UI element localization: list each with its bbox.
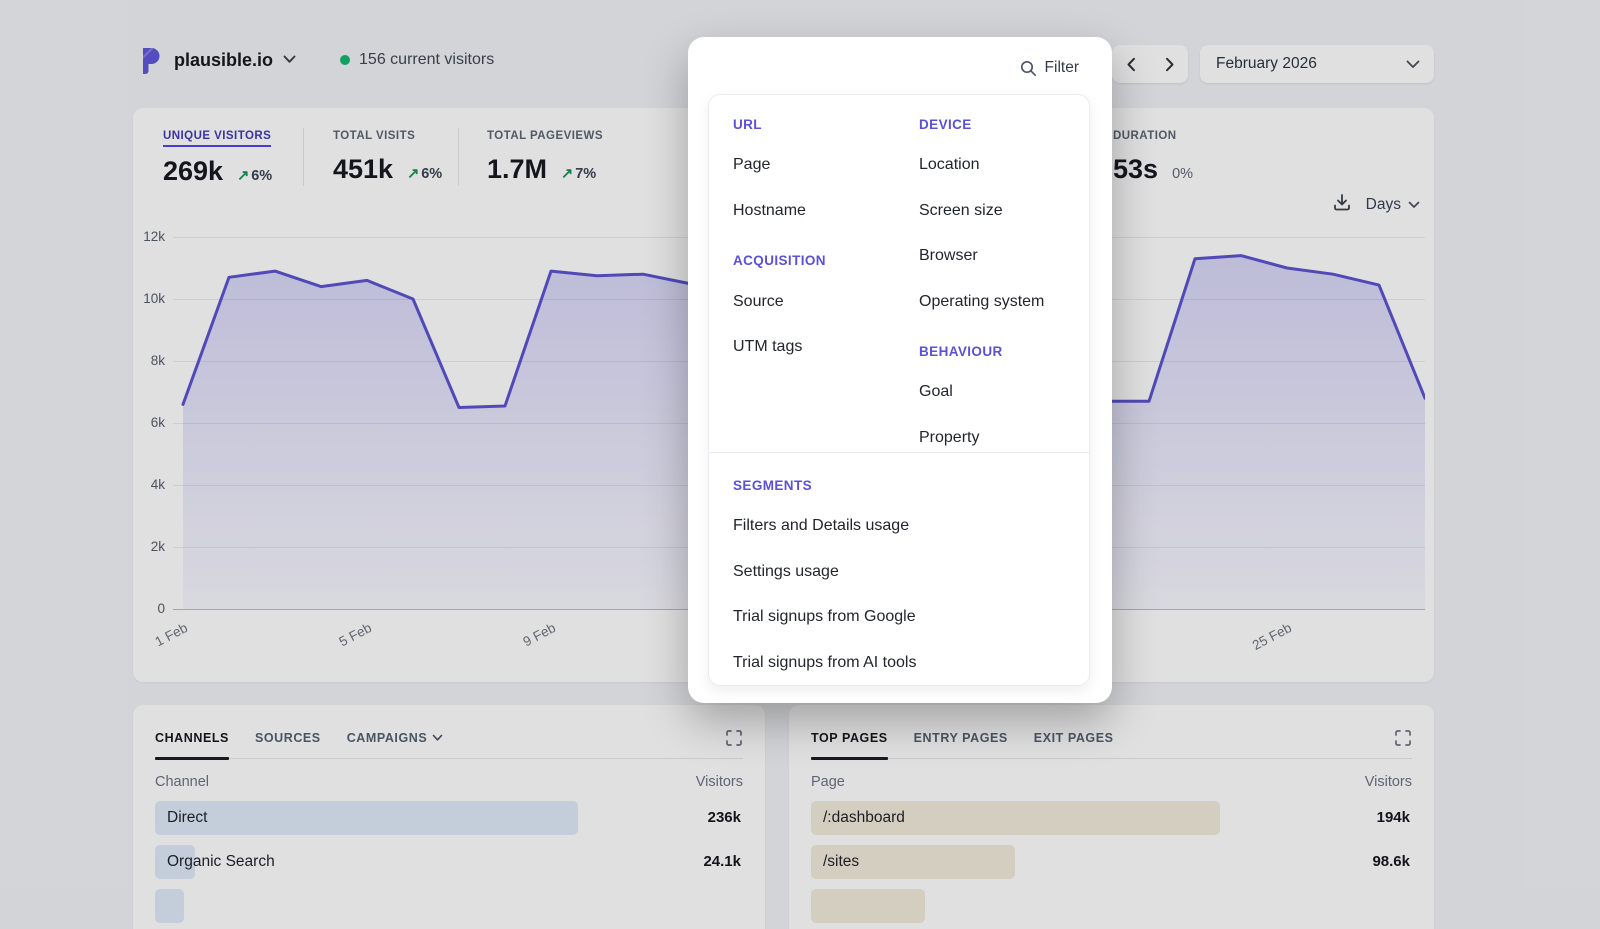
- filter-item-utm-tags[interactable]: UTM tags: [733, 338, 802, 356]
- filter-item-goal[interactable]: Goal: [919, 383, 953, 401]
- filter-item-source[interactable]: Source: [733, 293, 784, 311]
- divider: [709, 452, 1090, 453]
- filter-item-hostname[interactable]: Hostname: [733, 202, 806, 220]
- filter-section-segments: SEGMENTS: [733, 478, 812, 493]
- segment-item-filters-and-details-usage[interactable]: Filters and Details usage: [733, 517, 909, 535]
- filter-section-behaviour: BEHAVIOUR: [919, 344, 1003, 359]
- filter-section-url: URL: [733, 117, 762, 132]
- filter-section-acquisition: ACQUISITION: [733, 253, 826, 268]
- segment-item-trial-signups-from-google[interactable]: Trial signups from Google: [733, 608, 916, 626]
- filter-search-label: Filter: [1045, 59, 1079, 77]
- filter-search[interactable]: Filter: [1020, 52, 1079, 84]
- filter-item-location[interactable]: Location: [919, 156, 980, 174]
- filter-section-device: DEVICE: [919, 117, 972, 132]
- filter-menu: URL Page Hostname ACQUISITION Source UTM tags…: [708, 94, 1090, 686]
- segment-item-trial-signups-from-ai-tools[interactable]: Trial signups from AI tools: [733, 654, 916, 672]
- filter-item-operating-system[interactable]: Operating system: [919, 293, 1044, 311]
- filter-item-page[interactable]: Page: [733, 156, 770, 174]
- search-icon: [1020, 60, 1037, 77]
- filter-popup: Filter URLPageHostnameACQUISITIONSourceU…: [688, 37, 1112, 703]
- segment-item-settings-usage[interactable]: Settings usage: [733, 563, 839, 581]
- filter-item-screen-size[interactable]: Screen size: [919, 202, 1003, 220]
- filter-item-browser[interactable]: Browser: [919, 247, 978, 265]
- filter-item-property[interactable]: Property: [919, 429, 979, 447]
